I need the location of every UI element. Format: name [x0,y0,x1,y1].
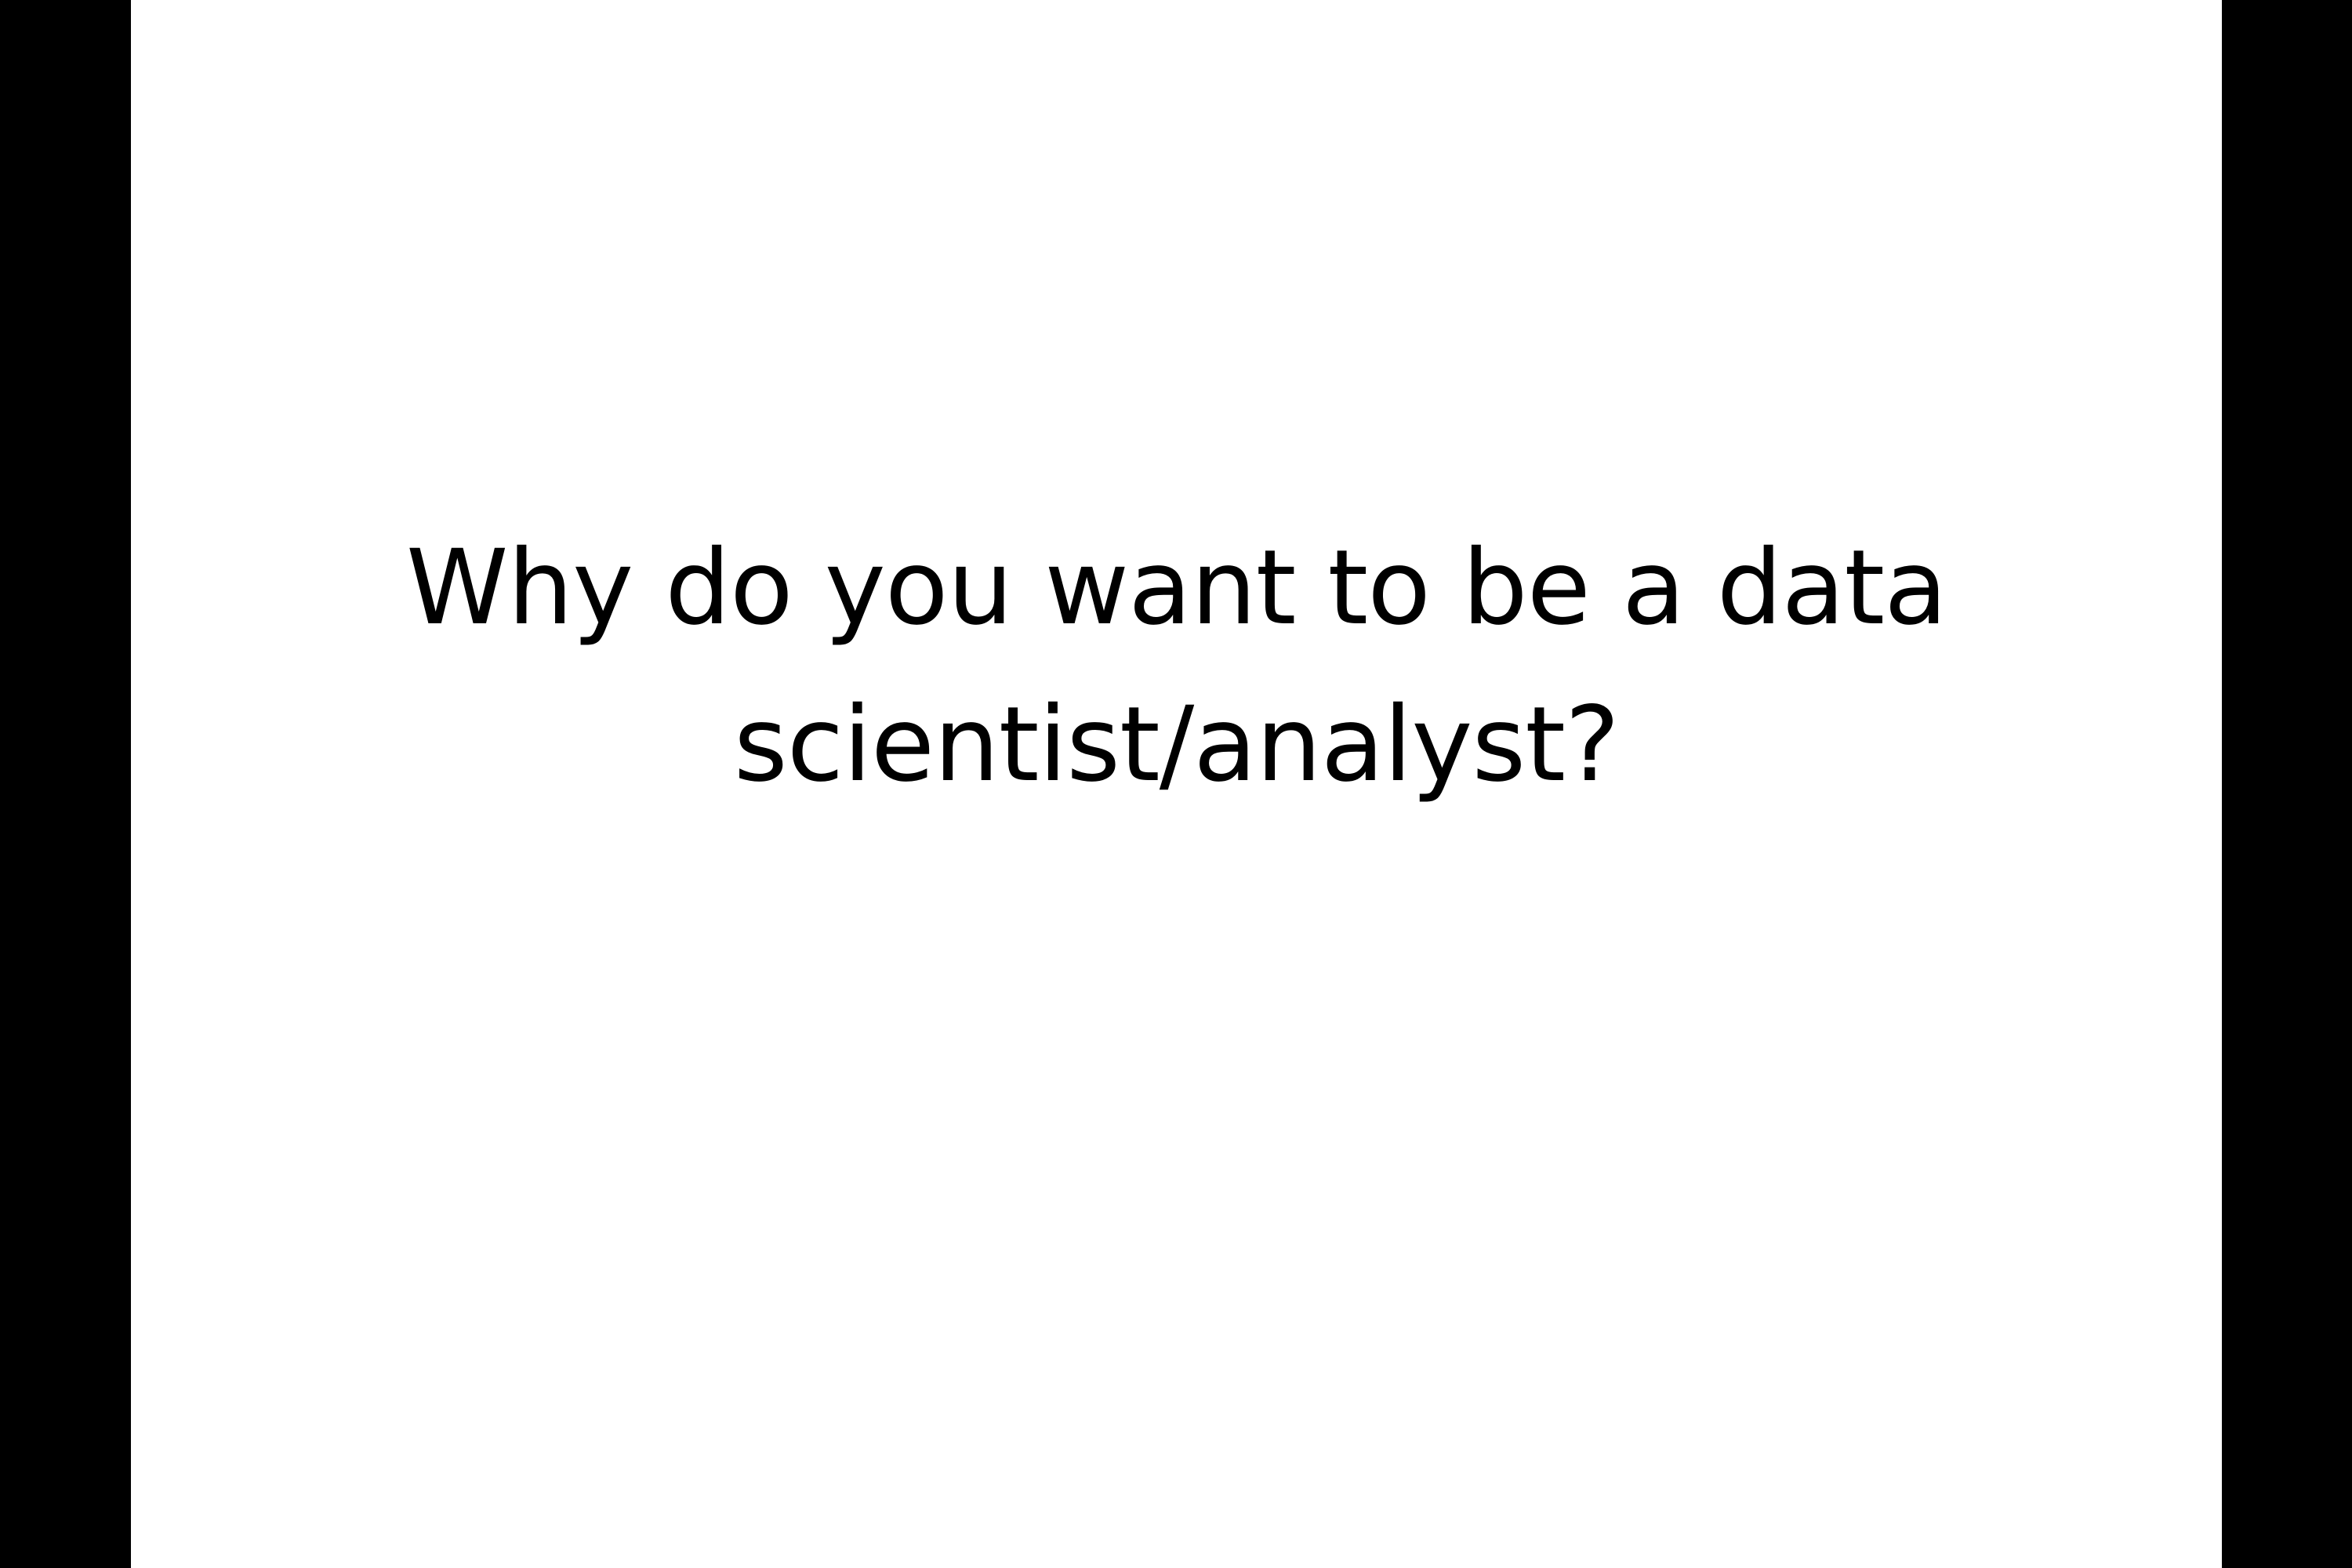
slide-title-line-1: Why do you want to be a data [405,528,1947,648]
slide-title-line-2: scientist/analyst? [733,684,1620,805]
slide-title-box: Why do you want to be a data scientist/a… [131,510,2222,823]
slide: Why do you want to be a data scientist/a… [131,0,2222,1568]
slide-title: Why do you want to be a data scientist/a… [131,510,2222,823]
